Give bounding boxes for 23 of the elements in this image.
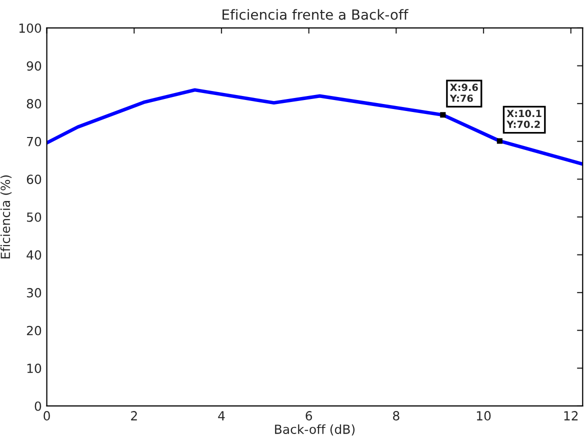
x-tick-label: 2 — [131, 411, 137, 420]
annotation: X:9.6 Y:76 — [450, 84, 478, 102]
y-tick-label: 20 — [26, 326, 42, 336]
x-tick-label: 6 — [306, 411, 312, 421]
y-axis-title: Eficiencia (%) — [0, 175, 12, 258]
x-tick-label: 4 — [218, 411, 225, 420]
annotation: X:10.1 Y:70.2 — [506, 110, 542, 128]
x-tick-label: 12 — [564, 411, 578, 420]
x-tick-label: 0 — [44, 411, 50, 421]
y-tick-label: 70 — [27, 136, 42, 146]
y-tick-label: 0 — [34, 401, 42, 411]
y-tick-label: 30 — [26, 288, 42, 298]
y-tick-label: 50 — [26, 212, 42, 222]
y-tick-label: 40 — [26, 250, 42, 260]
x-tick-label: 10 — [476, 411, 491, 421]
y-tick-label: 60 — [26, 174, 42, 184]
y-tick-label: 80 — [26, 99, 42, 108]
y-tick-label: 10 — [27, 364, 42, 374]
chart-title: Eficiencia frente a Back-off — [222, 9, 409, 20]
x-axis-title: Back-off (dB) — [275, 424, 355, 436]
y-tick-label: 90 — [26, 61, 42, 71]
y-tick-label: 100 — [19, 23, 42, 33]
x-tick-label: 8 — [393, 411, 400, 421]
